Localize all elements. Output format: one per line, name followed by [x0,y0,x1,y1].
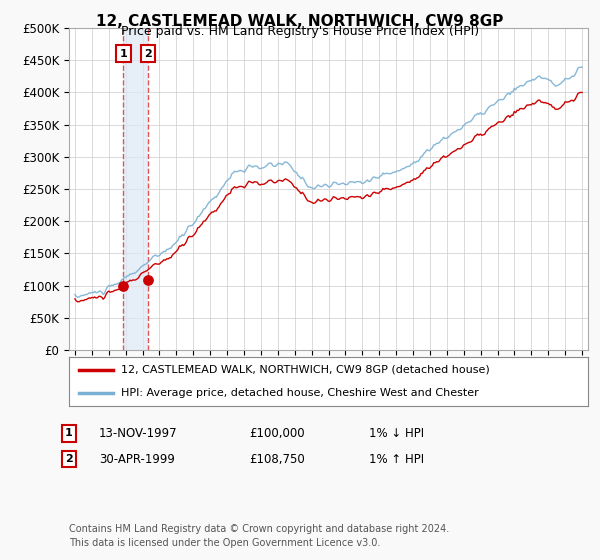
Point [143,276,153,284]
Text: 12, CASTLEMEAD WALK, NORTHWICH, CW9 8GP: 12, CASTLEMEAD WALK, NORTHWICH, CW9 8GP [97,14,503,29]
Text: 1: 1 [65,428,73,438]
Text: 1% ↓ HPI: 1% ↓ HPI [369,427,424,440]
Text: 1: 1 [119,49,127,59]
Text: HPI: Average price, detached house, Cheshire West and Chester: HPI: Average price, detached house, Ches… [121,388,479,398]
Text: 1% ↑ HPI: 1% ↑ HPI [369,452,424,466]
Text: 13-NOV-1997: 13-NOV-1997 [99,427,178,440]
Text: 12, CASTLEMEAD WALK, NORTHWICH, CW9 8GP (detached house): 12, CASTLEMEAD WALK, NORTHWICH, CW9 8GP … [121,365,490,375]
Text: 30-APR-1999: 30-APR-1999 [99,452,175,466]
Text: Contains HM Land Registry data © Crown copyright and database right 2024.
This d: Contains HM Land Registry data © Crown c… [69,524,449,548]
Text: £100,000: £100,000 [249,427,305,440]
Bar [124,28,148,350]
Text: 2: 2 [144,49,152,59]
Point [119,281,128,290]
Text: 2: 2 [65,454,73,464]
Text: Price paid vs. HM Land Registry's House Price Index (HPI): Price paid vs. HM Land Registry's House … [121,25,479,38]
Text: £108,750: £108,750 [249,452,305,466]
